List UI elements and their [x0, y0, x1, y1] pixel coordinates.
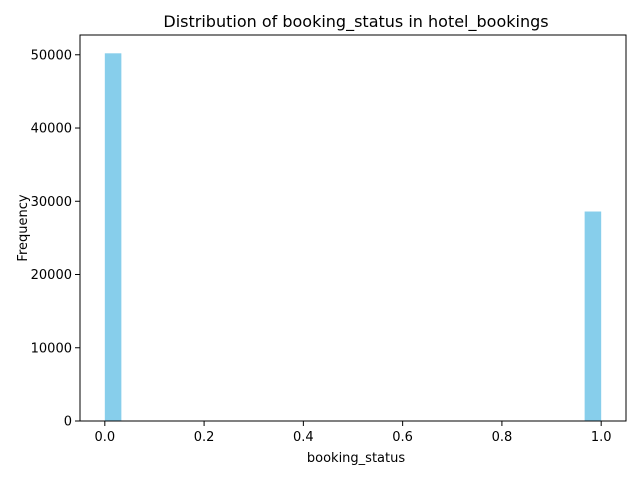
x-tick-label: 0.0 [94, 430, 115, 445]
x-axis-label: booking_status [307, 451, 405, 466]
y-tick-label: 30000 [31, 195, 72, 210]
x-axis-ticks: 0.0 0.2 0.4 0.6 0.8 1.0 [94, 421, 612, 445]
y-tick-label: 20000 [31, 268, 72, 283]
histogram-bar-1 [584, 211, 602, 421]
histogram-bar-0 [104, 53, 122, 422]
x-tick-label: 0.6 [392, 430, 413, 445]
bars-layer [104, 53, 602, 422]
x-tick-label: 0.8 [492, 430, 513, 445]
plot-frame [79, 34, 627, 422]
chart-title: Distribution of booking_status in hotel_… [163, 12, 548, 32]
y-tick-label: 10000 [31, 341, 72, 356]
y-tick-label: 50000 [31, 48, 72, 63]
x-tick-label: 0.2 [194, 430, 215, 445]
y-tick-label: 40000 [31, 122, 72, 137]
y-axis-ticks: 0 10000 20000 30000 40000 50000 [31, 48, 80, 430]
x-tick-label: 0.4 [293, 430, 314, 445]
y-tick-label: 0 [64, 415, 72, 430]
y-axis-label: Frequency [16, 194, 31, 261]
x-tick-label: 1.0 [591, 430, 612, 445]
